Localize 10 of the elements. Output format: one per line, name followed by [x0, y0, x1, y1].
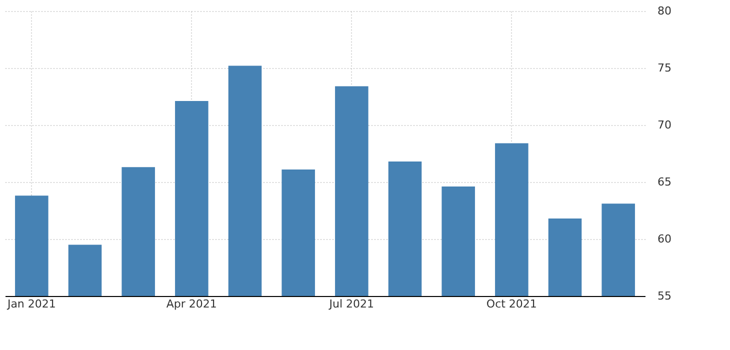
x-tick-label: Oct 2021 — [486, 298, 537, 310]
y-tick-label: 75 — [658, 62, 672, 74]
x-tick-label: Apr 2021 — [166, 298, 217, 310]
y-tick-label: 65 — [658, 176, 672, 188]
y-tick-label: 70 — [658, 118, 672, 132]
x-tick-label: Jul 2021 — [328, 298, 374, 310]
y-tick-label: 55 — [658, 290, 672, 302]
x-tick-label: Jan 2021 — [6, 298, 56, 310]
y-tick-label: 60 — [658, 232, 672, 246]
y-tick-label: 80 — [658, 4, 672, 18]
